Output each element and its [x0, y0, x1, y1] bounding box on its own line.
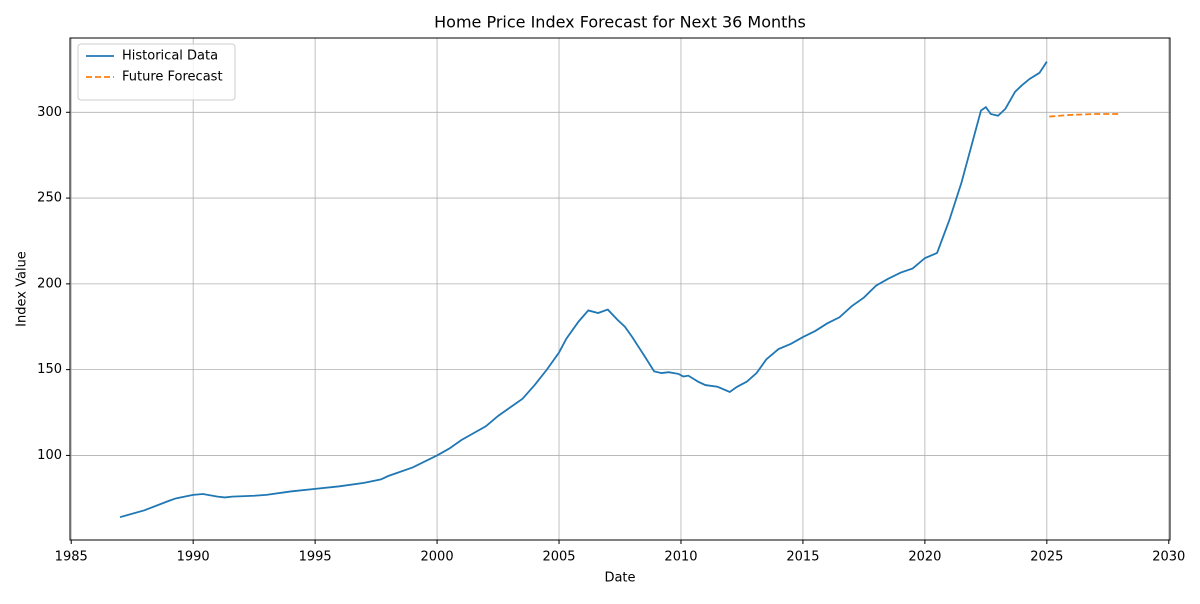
x-tick-label: 2030: [1152, 550, 1185, 565]
y-tick-label: 100: [37, 448, 62, 463]
x-tick-label: 2005: [542, 550, 575, 565]
x-tick-label: 2000: [421, 550, 454, 565]
plot-frame: [69, 37, 1171, 541]
x-tick-label: 2010: [664, 550, 697, 565]
x-tick-label: 2020: [908, 550, 941, 565]
y-tick-label: 200: [37, 276, 62, 291]
y-tick-label: 150: [37, 362, 62, 377]
x-tick-label: 1990: [177, 550, 210, 565]
series-line: [119, 61, 1048, 519]
x-tick-label: 2015: [786, 550, 819, 565]
y-tick-label: 300: [37, 105, 62, 120]
legend-label: Historical Data: [122, 49, 218, 64]
legend-label: Future Forecast: [122, 70, 223, 85]
y-tick-label: 250: [37, 191, 62, 206]
x-tick-label: 1985: [55, 550, 88, 565]
series-line: [1049, 113, 1120, 118]
legend-box: [77, 43, 236, 101]
x-tick-label: 2025: [1030, 550, 1063, 565]
chart-title: Home Price Index Forecast for Next 36 Mo…: [434, 13, 806, 32]
x-tick-label: 1995: [299, 550, 332, 565]
y-axis-label: Index Value: [15, 251, 30, 327]
x-axis-label: Date: [604, 571, 635, 586]
